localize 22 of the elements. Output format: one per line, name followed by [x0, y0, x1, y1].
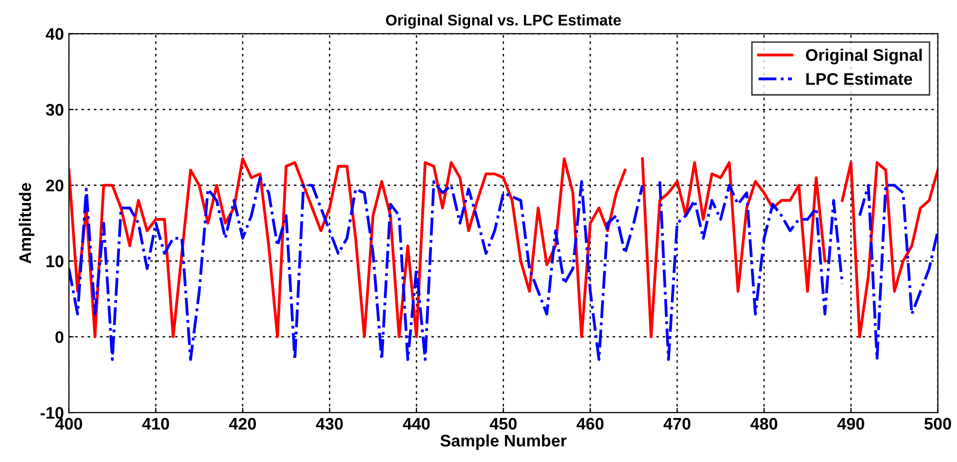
x-tick-label: 410 — [142, 418, 170, 430]
x-tick-label: 500 — [924, 418, 952, 430]
x-tick-label: 420 — [229, 418, 256, 430]
y-tick-label: 40 — [46, 28, 64, 40]
x-tick-label: 440 — [402, 418, 430, 430]
legend-label: Original Signal — [806, 48, 922, 64]
y-tick-label: 20 — [46, 180, 64, 192]
legend-label: LPC Estimate — [806, 72, 912, 85]
x-tick-label: 480 — [750, 418, 778, 430]
x-tick-label: 470 — [664, 418, 690, 430]
y-tick-label: -10 — [40, 406, 64, 419]
x-tick-label: 450 — [490, 418, 517, 430]
y-axis-title: Amplitude — [18, 182, 34, 264]
y-tick-label: 30 — [46, 104, 64, 116]
x-axis-title: Sample Number — [440, 434, 567, 450]
x-tick-label: 430 — [316, 418, 343, 430]
x-tick-label: 490 — [837, 418, 864, 430]
x-tick-label: 400 — [55, 418, 82, 430]
x-tick-label: 460 — [576, 418, 604, 430]
chart-title: Original Signal vs. LPC Estimate — [386, 14, 621, 29]
y-tick-label: 10 — [46, 255, 64, 268]
y-tick-label: 0 — [55, 331, 64, 343]
